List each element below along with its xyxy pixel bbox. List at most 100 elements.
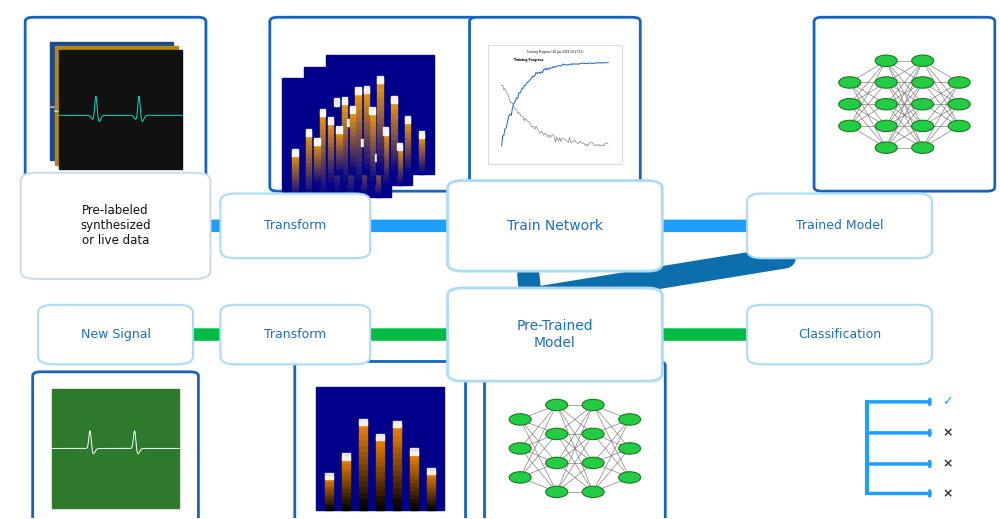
Bar [361,167,366,171]
Bar [342,105,347,111]
Bar [328,133,333,137]
Bar [320,185,325,191]
Bar [383,148,388,152]
Bar [369,130,375,135]
Bar [59,50,182,169]
Bar [405,163,410,167]
Bar [375,194,380,197]
Bar [419,133,424,136]
Bar [350,121,355,126]
Bar [306,135,311,140]
Bar [383,159,388,163]
Bar [334,127,339,133]
Bar [427,499,435,502]
Bar [361,174,366,178]
Circle shape [875,55,897,66]
Bar [364,122,369,128]
Bar [328,117,333,125]
Bar [355,128,361,134]
Bar [325,506,333,508]
Bar [369,135,375,140]
Bar [410,498,418,502]
Bar [376,505,384,510]
Bar [393,464,401,470]
FancyBboxPatch shape [448,181,662,271]
Bar [306,157,311,162]
Bar [336,129,342,131]
Bar [334,101,339,107]
Bar [410,474,418,479]
Bar [306,184,311,188]
Bar [328,137,333,142]
Bar [364,88,369,94]
Bar [376,461,384,466]
Bar [55,46,178,165]
Bar [325,483,333,485]
Circle shape [912,55,934,66]
Bar [391,98,397,103]
Bar [355,154,361,160]
Bar [347,126,353,131]
Bar [377,97,383,104]
Bar [397,153,402,156]
Bar [292,149,298,156]
Bar [376,456,384,461]
Bar [320,157,325,162]
Bar [361,182,366,186]
Bar [314,146,320,149]
Circle shape [948,99,970,110]
Bar [397,143,402,149]
Bar [397,151,402,153]
Bar [334,120,339,127]
Bar [397,164,402,167]
Bar [405,152,410,156]
Bar [410,451,418,455]
Bar [328,181,333,185]
Bar [350,157,355,161]
Bar [306,148,311,153]
Bar [359,451,367,457]
Bar [342,507,350,510]
Bar [50,42,173,160]
Bar [314,161,320,164]
Bar [369,107,375,114]
Bar [320,140,325,145]
Bar [342,151,347,157]
Bar [427,502,435,505]
Bar [359,457,367,463]
Bar [359,445,367,451]
Bar [419,144,424,147]
Bar [405,141,410,144]
Bar [405,126,410,130]
Bar [336,147,342,150]
Bar [410,463,418,467]
Bar [393,475,401,481]
Bar [391,154,397,159]
Bar [306,153,311,157]
Bar [405,148,410,152]
Bar [369,155,375,160]
Bar [350,139,355,143]
Bar [342,463,350,467]
Bar [342,117,347,122]
Bar [391,144,397,149]
Bar [342,145,347,151]
Bar [427,508,435,510]
Bar [376,446,384,451]
Bar [361,145,366,148]
Bar [361,178,366,182]
Circle shape [839,77,861,88]
Bar [336,162,342,165]
Bar [419,158,424,160]
Bar [355,179,361,185]
Bar [376,500,384,505]
FancyBboxPatch shape [21,173,210,279]
Bar [334,99,339,105]
Bar [393,470,401,475]
Bar [419,155,424,158]
Bar [334,184,339,190]
Bar [375,167,380,170]
Bar [393,481,401,487]
Bar [376,451,384,456]
Bar [391,149,397,154]
